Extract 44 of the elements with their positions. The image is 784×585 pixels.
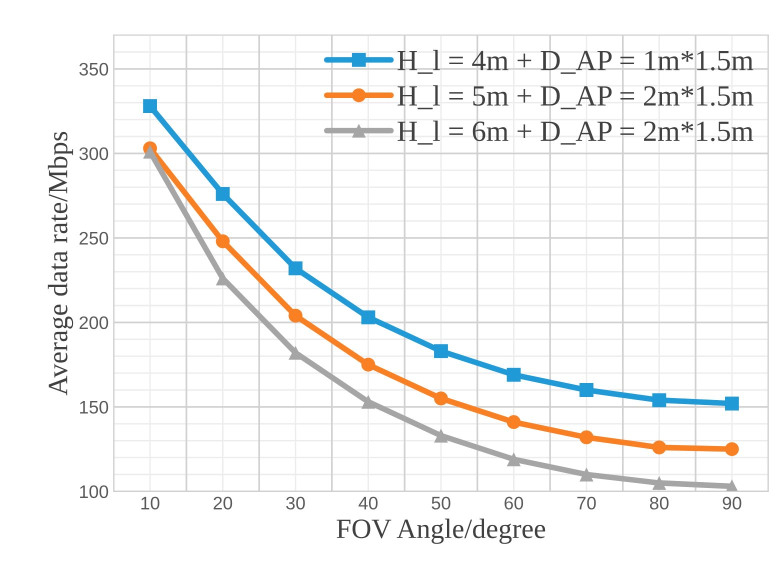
x-tick-label: 40: [358, 496, 378, 510]
point: [506, 452, 521, 466]
point: [143, 144, 157, 159]
x-axis-title: FOV Angle/degree: [336, 518, 546, 544]
point: [143, 99, 157, 114]
legend-label: H_l = 5m + D_AP = 2m*1.5m: [398, 85, 754, 110]
point: [288, 346, 302, 360]
point: [434, 344, 448, 358]
x-tick-label: 50: [432, 496, 450, 510]
point: [725, 442, 739, 456]
x-tick-label: 10: [141, 496, 160, 510]
x-tick-label: 30: [286, 496, 305, 510]
y-tick-label: 200: [80, 316, 108, 330]
point: [580, 383, 594, 397]
y-tick-label: 350: [79, 62, 108, 76]
y-axis-title: Average data rate/Mbps: [48, 132, 74, 396]
y-tick-label: 250: [80, 232, 108, 245]
legend-label: H_l = 6m + D_AP = 2m*1.5m: [398, 120, 754, 145]
y-tick-label: 100: [80, 485, 108, 498]
point: [652, 393, 666, 408]
point: [434, 392, 448, 406]
x-tick-label: 80: [650, 496, 669, 510]
point: [580, 430, 594, 444]
x-tick-label: 20: [214, 496, 232, 510]
point: [652, 440, 666, 454]
point: [361, 394, 376, 409]
point: [288, 308, 302, 323]
point: [652, 476, 666, 490]
legend-label: H_l = 4m + D_AP = 1m*1.5m: [398, 50, 754, 74]
point: [216, 187, 230, 201]
point: [434, 428, 448, 443]
point: [361, 310, 376, 324]
point: [361, 358, 376, 372]
point: [506, 368, 521, 382]
y-tick-label: 150: [80, 400, 108, 414]
x-tick-label: 70: [577, 496, 596, 510]
point: [288, 261, 302, 276]
y-tick-label: 300: [79, 147, 108, 160]
x-tick-label: 90: [722, 496, 742, 510]
point: [725, 396, 739, 410]
point: [506, 415, 521, 430]
point: [580, 468, 594, 482]
x-tick-label: 60: [504, 496, 524, 510]
point: [216, 234, 230, 248]
